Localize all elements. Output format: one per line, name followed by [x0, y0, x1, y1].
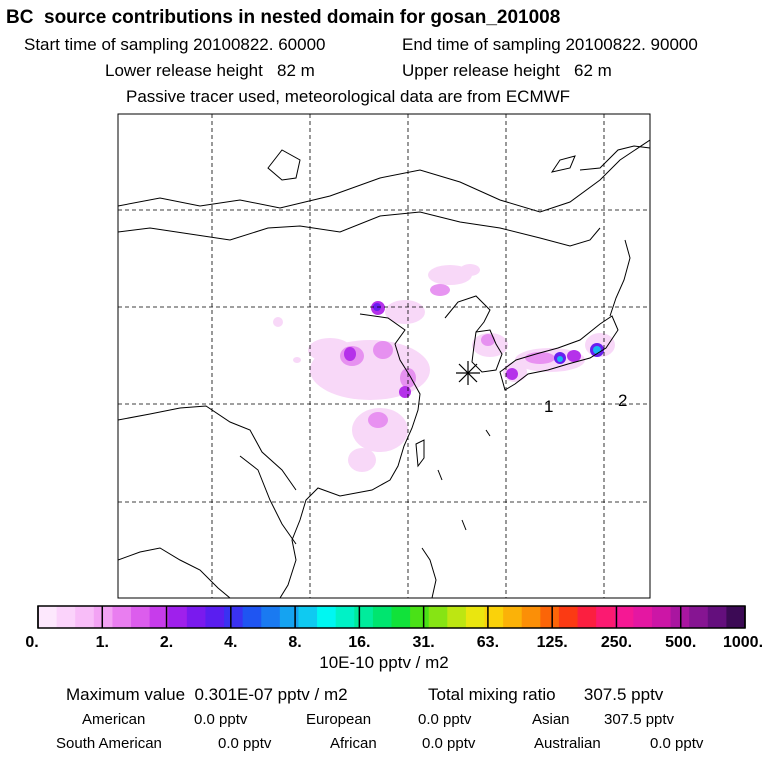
european-value: 0.0 pptv [418, 711, 472, 728]
colorbar-swatch [354, 606, 374, 628]
colorbar-swatch [465, 606, 486, 628]
african-value: 0.0 pptv [422, 735, 476, 752]
colorbar-swatch [428, 606, 448, 628]
colorbar-swatch [56, 606, 76, 628]
map-title: BC source contributions in nested domain… [6, 7, 561, 28]
receptor-star-icon [456, 361, 480, 385]
colorbar-swatch [224, 606, 244, 628]
colorbar-swatch [131, 606, 151, 628]
maximum-value: Maximum value 0.301E-07 pptv / m2 [66, 685, 348, 704]
colorbar-tick-label: 63. [477, 634, 499, 651]
asian-value: 307.5 pptv [604, 711, 675, 728]
start-time: Start time of sampling 20100822. 60000 [24, 35, 326, 54]
colorbar-swatch [391, 606, 411, 628]
colorbar-swatch [38, 606, 58, 628]
concentration-field [273, 264, 615, 472]
colorbar-swatch [335, 606, 355, 628]
colorbar-swatch [558, 606, 579, 628]
colorbar-tick-label: 500. [665, 634, 696, 651]
colorbar-tick-label: 250. [601, 634, 632, 651]
australian-value: 0.0 pptv [650, 735, 704, 752]
colorbar-swatch [75, 606, 95, 628]
colorbar-swatch [540, 606, 560, 628]
asian-label: Asian [532, 711, 570, 728]
colorbar-tick-label: 31. [413, 634, 435, 651]
colorbar-swatch [726, 606, 746, 628]
colorbar-swatch [149, 606, 169, 628]
american-label: American [82, 711, 146, 728]
colorbar-swatch [317, 606, 337, 628]
south-american-label: South American [56, 735, 162, 752]
colorbar-swatch [242, 606, 262, 628]
colorbar-swatch [298, 606, 318, 628]
european-label: European [306, 711, 372, 728]
colorbar-swatch [689, 606, 709, 628]
colorbar-swatch [577, 606, 597, 628]
colorbar-tick-label: 4. [224, 634, 237, 651]
colorbar-swatch [261, 606, 281, 628]
coastlines [118, 139, 650, 598]
colorbar-swatch [651, 606, 672, 628]
colorbar-tick-label: 125. [537, 634, 568, 651]
colorbar-swatch [410, 606, 430, 628]
south-american-value: 0.0 pptv [218, 735, 272, 752]
colorbar-swatch [279, 606, 299, 628]
colorbar-tick-label: 0. [25, 634, 38, 651]
colorbar-swatch [205, 606, 225, 628]
total-mixing-ratio: Total mixing ratio 307.5 pptv [428, 685, 664, 704]
upper-release-height: Upper release height 62 m [402, 61, 612, 80]
colorbar-tick-label: 2. [160, 634, 173, 651]
colorbar-swatch [112, 606, 132, 628]
colorbar-swatch [186, 606, 206, 628]
colorbar-swatch [447, 606, 467, 628]
colorbar-swatch [614, 606, 634, 628]
point-label-1: 1 [544, 397, 553, 416]
colorbar-swatch [521, 606, 541, 628]
australian-label: Australian [534, 735, 601, 752]
tracer-info: Passive tracer used, meteorological data… [126, 87, 571, 106]
colorbar-tick-label: 8. [288, 634, 301, 651]
colorbar-swatch [372, 606, 392, 628]
colorbar-tick-label: 1. [96, 634, 109, 651]
american-value: 0.0 pptv [194, 711, 248, 728]
colorbar-swatch [707, 606, 727, 628]
colorbar-swatch [484, 606, 504, 628]
colorbar-unit: 10E-10 pptv / m2 [319, 653, 449, 672]
colorbar-swatch [503, 606, 523, 628]
colorbar-swatch [168, 606, 188, 628]
african-label: African [330, 735, 377, 752]
end-time: End time of sampling 20100822. 90000 [402, 35, 698, 54]
colorbar-tick-label: 16. [348, 634, 370, 651]
colorbar-tick-label: 1000. [723, 634, 763, 651]
colorbar-swatch [93, 606, 113, 628]
colorbar-swatch [596, 606, 616, 628]
colorbar-swatch [633, 606, 653, 628]
point-label-2: 2 [618, 391, 627, 410]
lower-release-height: Lower release height 82 m [105, 61, 315, 80]
lat-lon-grid [118, 114, 650, 598]
